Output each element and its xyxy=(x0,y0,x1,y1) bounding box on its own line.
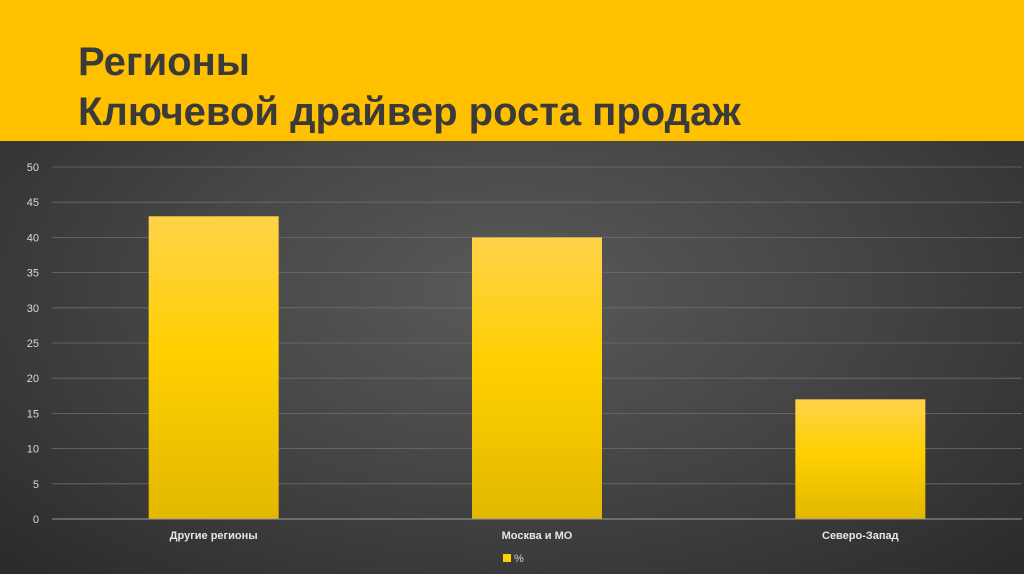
bar xyxy=(795,399,926,519)
bar xyxy=(148,216,279,519)
legend-swatch xyxy=(503,554,511,562)
slide-title: Регионы xyxy=(78,40,250,84)
bar xyxy=(472,237,602,519)
y-tick-label: 0 xyxy=(33,514,39,526)
slide-subtitle: Ключевой драйвер роста продаж xyxy=(78,90,741,134)
y-tick-label: 35 xyxy=(27,268,39,280)
y-tick-label: 5 xyxy=(33,479,39,491)
x-category-label: Северо-Запад xyxy=(822,530,899,542)
y-tick-label: 30 xyxy=(27,303,39,315)
y-tick-label: 40 xyxy=(27,232,39,244)
y-tick-label: 20 xyxy=(27,373,39,385)
y-tick-label: 45 xyxy=(27,197,39,209)
y-tick-label: 25 xyxy=(27,338,39,350)
title-banner: Регионы Ключевой драйвер роста продаж xyxy=(0,0,1024,141)
y-tick-label: 50 xyxy=(27,162,39,174)
x-category-label: Москва и МО xyxy=(502,530,573,542)
legend-label: % xyxy=(514,553,524,565)
x-category-label: Другие регионы xyxy=(170,530,258,542)
y-tick-label: 15 xyxy=(27,408,39,420)
y-tick-label: 10 xyxy=(27,444,39,456)
